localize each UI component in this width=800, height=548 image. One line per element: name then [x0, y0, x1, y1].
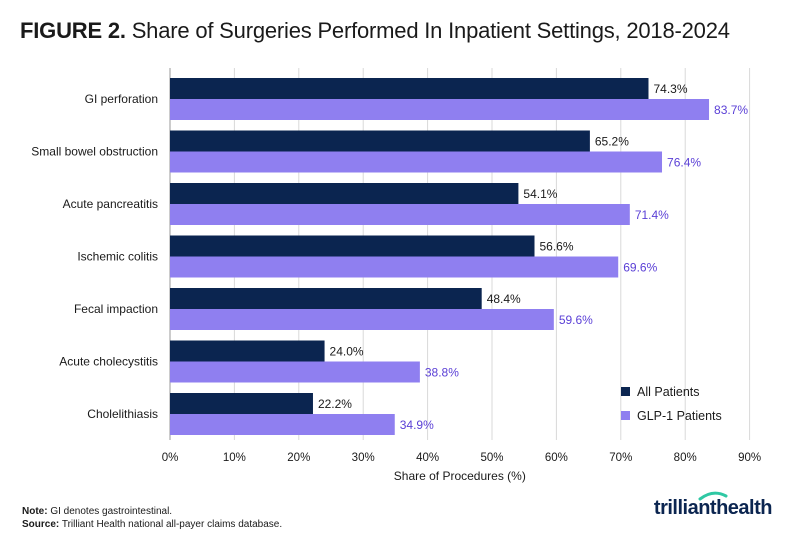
bar-all-patients [170, 130, 590, 152]
bar-all-patients [170, 340, 325, 362]
data-label-all-patients: 54.1% [523, 187, 557, 201]
data-label-glp1-patients: 76.4% [667, 156, 701, 170]
x-tick-label: 20% [287, 452, 310, 464]
category-label: Cholelithiasis [87, 407, 158, 421]
data-label-glp1-patients: 69.6% [623, 261, 657, 275]
bar-all-patients [170, 393, 313, 414]
x-tick-label: 10% [223, 452, 246, 464]
data-label-glp1-patients: 59.6% [559, 313, 593, 327]
data-label-glp1-patients: 38.8% [425, 366, 459, 380]
bar-glp1-patients [170, 256, 619, 278]
x-tick-label: 90% [738, 452, 761, 464]
bar-glp1-patients [170, 361, 420, 383]
bar-glp1-patients [170, 309, 554, 330]
category-label: Acute cholecystitis [59, 355, 158, 369]
bar-all-patients [170, 235, 535, 257]
data-label-all-patients: 74.3% [653, 82, 687, 96]
data-label-glp1-patients: 83.7% [714, 103, 748, 117]
data-label-all-patients: 48.4% [487, 292, 521, 306]
x-tick-label: 60% [545, 452, 568, 464]
category-label: Ischemic colitis [77, 250, 158, 264]
x-tick-label: 80% [674, 452, 697, 464]
bar-glp1-patients [170, 414, 395, 435]
x-tick-label: 40% [416, 452, 439, 464]
category-label: Small bowel obstruction [31, 145, 158, 159]
data-label-glp1-patients: 71.4% [635, 208, 669, 222]
figure-title-text: Share of Surgeries Performed In Inpatien… [131, 18, 730, 43]
footer-source: Source: Trilliant Health national all-pa… [22, 519, 283, 530]
data-label-all-patients: 24.0% [330, 345, 364, 359]
x-tick-label: 30% [352, 452, 375, 464]
legend-label: All Patients [637, 385, 700, 399]
bar-chart: 0% 10% 20% 30% 40% 50% 60% 70% 80% 90% Share of Pr… [31, 68, 761, 483]
category-label: Fecal impaction [74, 302, 158, 316]
logo-swoosh-icon [698, 491, 728, 501]
x-tick-label: 50% [480, 452, 503, 464]
trilliant-health-logo: trillianthealth [654, 491, 772, 520]
bar-glp1-patients [170, 99, 710, 120]
figure-number: FIGURE 2. [20, 18, 126, 43]
data-label-glp1-patients: 34.9% [400, 418, 434, 432]
x-axis-title: Share of Procedures (%) [394, 469, 526, 483]
legend-label: GLP-1 Patients [637, 409, 722, 423]
legend-swatch [621, 411, 630, 420]
footer-note: Note: GI denotes gastrointestinal. [22, 506, 173, 517]
bar-all-patients [170, 288, 482, 309]
data-label-all-patients: 56.6% [540, 240, 574, 254]
category-label: GI perforation [85, 92, 158, 106]
chart-footer: Note: GI denotes gastrointestinal. Sourc… [22, 505, 282, 531]
x-tick-label: 0% [162, 452, 179, 464]
bar-all-patients [170, 183, 519, 204]
chart-title: FIGURE 2. Share of Surgeries Performed I… [20, 18, 730, 44]
x-tick-label: 70% [609, 452, 632, 464]
data-label-all-patients: 22.2% [318, 397, 352, 411]
bar-glp1-patients [170, 151, 663, 173]
legend-swatch [621, 387, 630, 396]
category-label: Acute pancreatitis [63, 197, 158, 211]
bar-all-patients [170, 78, 649, 99]
bar-glp1-patients [170, 204, 630, 225]
data-label-all-patients: 65.2% [595, 135, 629, 149]
